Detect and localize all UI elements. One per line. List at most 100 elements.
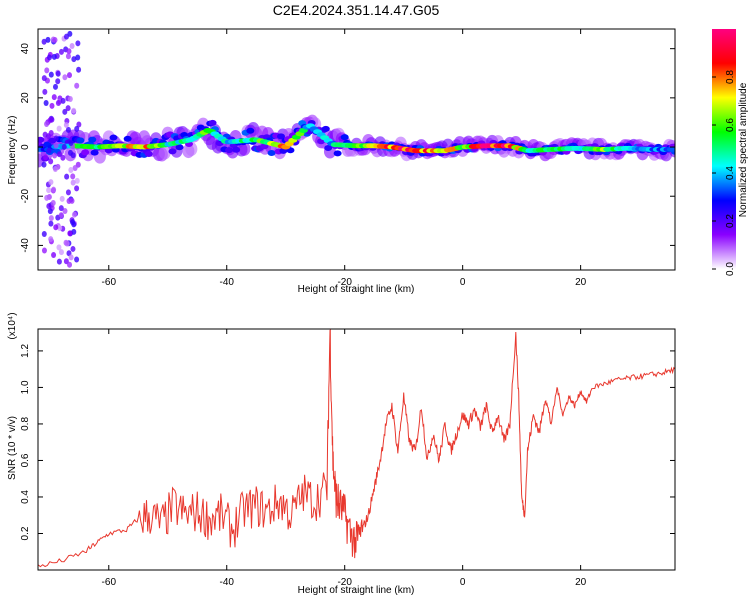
spectrogram-y-tick-label: 0 — [20, 144, 31, 150]
spectrogram-noise — [72, 165, 78, 172]
spectrogram-noise — [69, 42, 75, 49]
spectrogram-noise — [56, 244, 62, 251]
spectrogram-noise — [57, 225, 63, 232]
spectrogram-blob — [90, 149, 99, 156]
spectrogram-noise — [52, 152, 58, 159]
colorbar-tick-label: 0.8 — [725, 70, 736, 84]
spectrogram-noise — [71, 211, 77, 218]
spectrogram-noise — [75, 54, 81, 61]
spectrogram-noise — [62, 208, 68, 215]
spectrogram-blob — [277, 133, 286, 140]
spectrogram-noise — [45, 36, 51, 43]
spectrogram-x-tick-label: 0 — [460, 277, 466, 288]
spectrogram-noise — [51, 252, 57, 259]
spectrogram-noise — [48, 220, 54, 227]
spectrogram-noise — [70, 245, 76, 252]
colorbar-ticks: 0.0 0.2 0.4 0.6 0.8 — [712, 70, 736, 276]
spectrogram-noise — [74, 125, 80, 132]
spectrogram-noise — [48, 158, 54, 165]
colorbar-tick-label: 0.0 — [725, 262, 736, 276]
spectrogram-noise — [53, 142, 59, 149]
spectrogram-noise — [51, 53, 57, 60]
snr-y-axis-label: SNR (10 * v/v) — [7, 416, 18, 480]
spectrogram-noise — [74, 256, 80, 263]
spectrogram-blob — [246, 127, 255, 134]
spectrogram-noise — [71, 107, 77, 114]
spectrogram-noise — [52, 37, 58, 44]
spectrogram-noise — [41, 230, 47, 237]
spectrogram-noise — [63, 239, 69, 246]
spectrogram-blob — [38, 136, 45, 143]
spectrogram-noise — [47, 208, 53, 215]
spectrogram-noise — [56, 258, 62, 265]
spectrogram-noise — [65, 126, 71, 133]
spectrogram-blob — [208, 119, 217, 126]
spectrogram-blob — [321, 125, 330, 132]
snr-y-tick-label: 1.2 — [20, 344, 31, 358]
spectrogram-noise — [76, 66, 82, 73]
spectrogram-axes: -60 -40 -20 0 20 -40 -20 0 20 40 — [20, 29, 675, 288]
spectrogram-noise — [74, 185, 80, 192]
spectrogram-noise — [65, 53, 71, 60]
spectrogram-noise — [55, 70, 61, 77]
spectrogram-noise — [48, 130, 54, 137]
spectrogram-noise — [60, 154, 66, 161]
spectrogram-noise — [60, 97, 66, 104]
spectrogram-noise — [42, 88, 48, 95]
spectrogram-noise — [70, 173, 76, 180]
spectrogram-panel: -60 -40 -20 0 20 -40 -20 0 20 40 Height of straig… — [7, 28, 676, 295]
spectrogram-blob — [76, 137, 85, 144]
spectrogram-noise — [69, 197, 75, 204]
colorbar-tick-label: 0.2 — [725, 214, 736, 228]
spectrogram-y-axis-label: Frequency (Hz) — [7, 116, 18, 185]
snr-y-tick-label: 1.0 — [20, 380, 31, 394]
snr-y-scale-label: (x10⁴) — [7, 312, 18, 339]
spectrogram-noise — [71, 56, 77, 63]
spectrogram-marks — [38, 30, 675, 268]
spectrogram-noise — [46, 54, 52, 61]
spectrogram-noise — [55, 100, 61, 107]
spectrogram-blob — [88, 136, 97, 143]
snr-axes: -60 -40 -20 0 20 0.2 0.4 0.6 0.8 1.0 1.2 — [20, 329, 675, 588]
snr-x-tick-label: -60 — [102, 577, 117, 588]
colorbar-gradient — [712, 29, 736, 269]
colorbar-tick-label: 0.6 — [725, 118, 736, 132]
spectrogram-x-tick-label: 20 — [575, 277, 587, 288]
spectrogram-x-tick-label: -20 — [337, 277, 352, 288]
spectrogram-noise — [58, 48, 64, 55]
spectrogram-y-tick-label: -20 — [20, 189, 31, 204]
spectrogram-noise — [66, 72, 72, 79]
spectrogram-noise — [48, 71, 54, 78]
spectrogram-noise — [46, 203, 52, 210]
spectrogram-x-tick-label: -40 — [220, 277, 235, 288]
spectrogram-noise — [48, 236, 54, 243]
spectrogram-noise — [46, 147, 52, 154]
spectrogram-noise — [58, 249, 64, 256]
spectrogram-ridge-cell — [666, 147, 675, 152]
snr-marks — [38, 329, 675, 568]
spectrogram-noise — [68, 139, 74, 146]
spectrogram-blob — [267, 150, 276, 157]
spectrogram-noise — [68, 166, 74, 173]
spectrogram-blob — [175, 144, 184, 151]
spectrogram-y-tick-label: 20 — [20, 92, 31, 104]
snr-y-tick-label: 0.6 — [20, 453, 31, 467]
spectrogram-halo — [238, 141, 251, 156]
spectrogram-noise — [52, 83, 58, 90]
spectrogram-y-tick-label: 40 — [20, 43, 31, 55]
spectrogram-halo — [158, 145, 171, 160]
spectrogram-blob — [109, 134, 118, 141]
spectrogram-blob — [225, 147, 234, 154]
spectrogram-noise — [65, 105, 71, 112]
spectrogram-noise — [44, 121, 50, 128]
snr-x-tick-label: -20 — [337, 577, 352, 588]
spectrogram-noise — [51, 94, 57, 101]
spectrogram-x-tick-label: -60 — [102, 277, 117, 288]
spectrogram-noise — [61, 144, 67, 151]
snr-x-tick-label: -40 — [220, 577, 235, 588]
spectrogram-noise — [74, 82, 80, 89]
spectrogram-noise — [62, 108, 68, 115]
spectrogram-noise — [41, 75, 47, 82]
spectrogram-noise — [48, 179, 54, 186]
